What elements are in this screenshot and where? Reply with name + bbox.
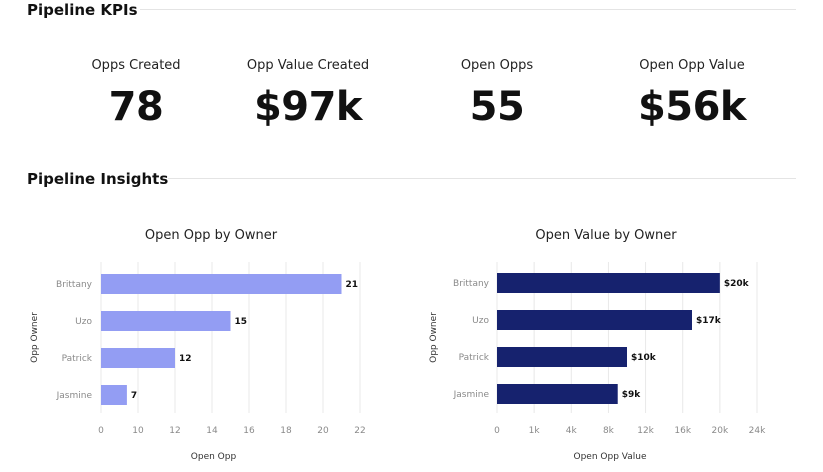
- kpi-open-opps-value: 55: [469, 84, 525, 130]
- chart2-x-tick-label: 0: [494, 426, 500, 436]
- kpi-open-opp-value-label: Open Opp Value: [639, 58, 745, 73]
- chart2-category-label: Uzo: [472, 316, 489, 326]
- chart2-title: Open Value by Owner: [535, 228, 677, 243]
- chart1-y-axis-label: Opp Owner: [30, 312, 40, 363]
- chart2-x-tick-label: 12k: [637, 426, 654, 436]
- chart2-y-axis-label: Opp Owner: [429, 312, 439, 363]
- chart2-data-label: $17k: [696, 316, 722, 326]
- chart2-x-tick-label: 24k: [749, 426, 766, 436]
- chart1-category-label: Uzo: [75, 317, 92, 327]
- kpi-opp-value-created-value: $97k: [253, 84, 363, 130]
- chart1-x-tick-label: 0: [98, 426, 104, 436]
- chart2-x-tick-label: 4k: [566, 426, 578, 436]
- chart2-x-axis-label: Open Opp Value: [574, 452, 647, 462]
- kpi-opp-value-created-label: Opp Value Created: [246, 58, 370, 73]
- chart1-x-tick-label: 14: [206, 426, 218, 436]
- chart1-x-tick-label: 16: [243, 426, 255, 436]
- chart1-bar-uzo: [101, 311, 231, 331]
- kpi-opps-created-value: 78: [108, 84, 164, 130]
- chart1-x-tick-label: 18: [280, 426, 292, 436]
- chart1-bar-jasmine: [101, 385, 127, 405]
- chart1-data-label: 12: [179, 354, 192, 364]
- chart1-x-tick-label: 12: [169, 426, 180, 436]
- chart2-bar-uzo: [497, 310, 692, 330]
- chart1-x-axis-label: Open Opp: [191, 452, 237, 462]
- kpi-opps-created-label: Opps Created: [91, 58, 181, 73]
- pipeline-kpis-title: Pipeline KPIs: [27, 1, 138, 19]
- chart1-category-label: Jasmine: [56, 391, 93, 401]
- chart2-bar-jasmine: [497, 384, 618, 404]
- insights-divider: [168, 178, 796, 179]
- chart2-category-label: Brittany: [453, 279, 490, 289]
- pipeline-insights-title: Pipeline Insights: [27, 170, 169, 188]
- chart2-x-tick-label: 20k: [712, 426, 729, 436]
- chart1-x-tick-label: 10: [132, 426, 144, 436]
- chart1-data-label: 7: [131, 391, 137, 401]
- chart2-data-label: $10k: [631, 353, 657, 363]
- chart2-category-label: Jasmine: [453, 390, 490, 400]
- chart1-x-tick-label: 22: [354, 426, 365, 436]
- chart2-x-tick-label: 16k: [674, 426, 691, 436]
- chart2-data-label: $9k: [622, 390, 642, 400]
- chart2-bar-patrick: [497, 347, 627, 367]
- chart1-data-label: 21: [346, 280, 359, 290]
- chart1-title: Open Opp by Owner: [145, 228, 278, 243]
- chart2-category-label: Patrick: [459, 353, 490, 363]
- chart1-category-label: Brittany: [56, 280, 93, 290]
- chart2-bar-brittany: [497, 273, 720, 293]
- chart1-x-tick-label: 20: [317, 426, 329, 436]
- chart1-data-label: 15: [235, 317, 248, 327]
- chart2-data-label: $20k: [724, 279, 750, 289]
- chart1-bar-patrick: [101, 348, 175, 368]
- chart1-category-label: Patrick: [62, 354, 93, 364]
- kpi-open-opps-label: Open Opps: [460, 58, 534, 73]
- kpi-open-opp-value-value: $56k: [637, 84, 747, 130]
- kpis-divider: [140, 9, 796, 10]
- chart2-x-tick-label: 8k: [603, 426, 615, 436]
- chart2-x-tick-label: 1k: [529, 426, 541, 436]
- chart1-bar-brittany: [101, 274, 342, 294]
